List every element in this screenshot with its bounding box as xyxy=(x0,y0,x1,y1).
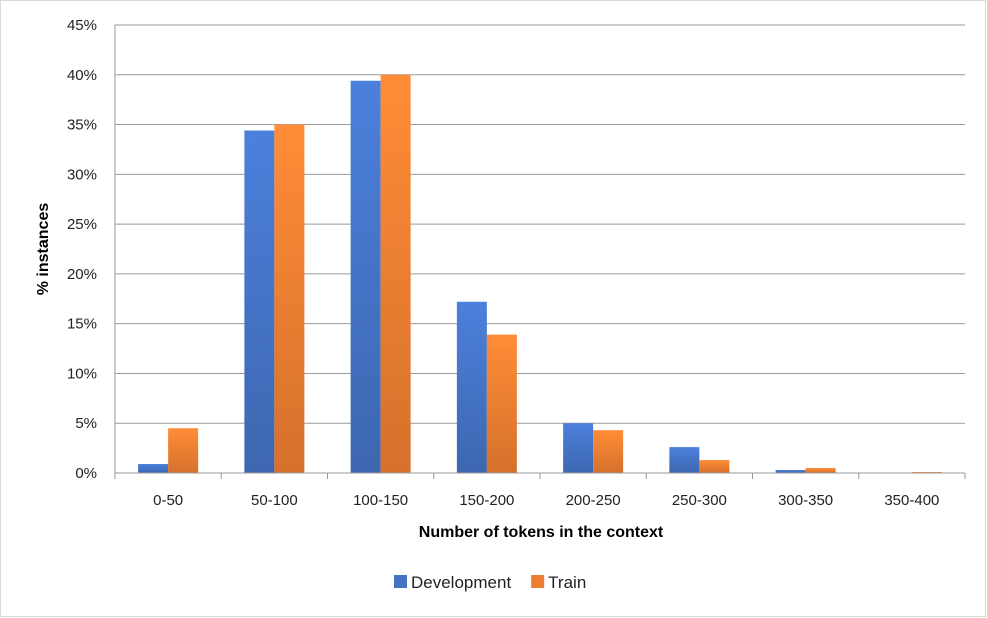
x-tick-label: 250-300 xyxy=(672,492,727,509)
legend-swatch-development xyxy=(394,575,407,588)
y-tick-label: 40% xyxy=(67,67,97,84)
bar-development-300-350 xyxy=(775,470,806,473)
bar-development-0-50 xyxy=(138,464,169,473)
x-axis-title: Number of tokens in the context xyxy=(419,524,664,541)
x-tick-label: 300-350 xyxy=(778,492,833,509)
y-tick-label: 20% xyxy=(67,266,97,283)
legend-swatch-train xyxy=(531,575,545,588)
y-tick-label: 0% xyxy=(75,465,97,482)
legend: Development Train xyxy=(394,573,586,592)
bar-train-150-200 xyxy=(486,334,517,473)
bar-development-150-200 xyxy=(456,301,487,473)
bars xyxy=(138,74,942,474)
y-tick-label: 10% xyxy=(67,365,97,382)
bar-train-300-350 xyxy=(805,468,836,473)
gridlines xyxy=(115,24,965,424)
x-tick-label: 150-200 xyxy=(459,492,514,509)
bar-development-250-300 xyxy=(669,447,700,473)
x-tick-label: 200-250 xyxy=(566,492,621,509)
y-tick-label: 5% xyxy=(75,415,97,432)
bar-development-100-150 xyxy=(350,80,381,474)
y-tick-label: 45% xyxy=(67,17,97,34)
x-tick-label: 0-50 xyxy=(153,492,183,509)
x-tick-label: 350-400 xyxy=(884,492,939,509)
bar-development-50-100 xyxy=(244,130,275,474)
x-tick-label: 50-100 xyxy=(251,492,298,509)
y-tick-label: 15% xyxy=(67,316,97,333)
bar-train-50-100 xyxy=(274,124,305,474)
bar-train-200-250 xyxy=(593,430,624,473)
y-tick-label: 25% xyxy=(67,216,97,233)
bar-train-100-150 xyxy=(380,74,411,474)
bar-development-200-250 xyxy=(563,423,594,473)
x-tick-label: 100-150 xyxy=(353,492,408,509)
y-tick-labels: 0% 5% 10% 15% 20% 25% 30% 35% 40% 45% xyxy=(67,17,97,482)
bar-train-250-300 xyxy=(699,460,730,473)
y-axis-title: % instances xyxy=(35,203,52,296)
x-tick-labels: 0-50 50-100 100-150 150-200 200-250 250-300 30… xyxy=(153,492,939,509)
legend-label-development: Development xyxy=(411,573,511,592)
axes xyxy=(114,25,966,479)
y-tick-label: 30% xyxy=(67,166,97,183)
legend-label-train: Train xyxy=(548,573,586,592)
bar-train-0-50 xyxy=(168,428,199,473)
y-tick-label: 35% xyxy=(67,117,97,134)
